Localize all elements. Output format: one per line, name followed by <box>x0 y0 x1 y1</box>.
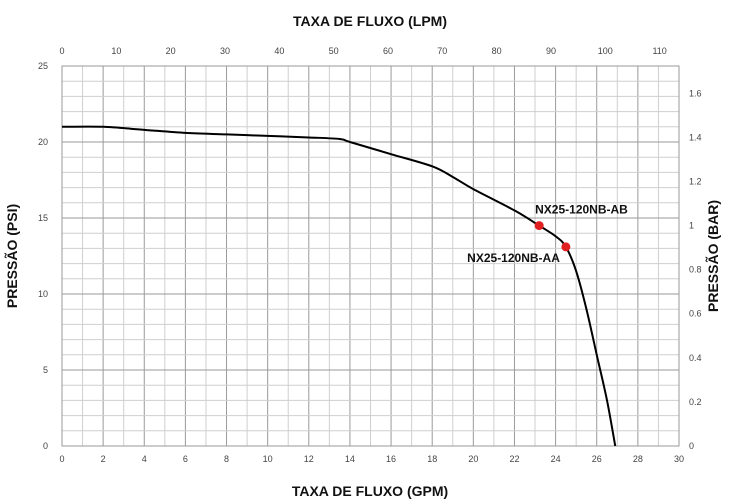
bar-tick-label: 0.2 <box>689 397 702 407</box>
psi-tick-label: 25 <box>38 61 48 71</box>
lpm-tick-label: 90 <box>546 46 556 56</box>
gpm-tick-label: 8 <box>224 454 229 464</box>
gpm-tick-label: 14 <box>345 454 355 464</box>
gpm-tick-label: 20 <box>468 454 478 464</box>
lpm-tick-label: 0 <box>59 46 64 56</box>
lpm-tick-label: 80 <box>492 46 502 56</box>
left-axis-title: PRESSÃO (PSI) <box>3 204 20 308</box>
psi-tick-label: 5 <box>43 365 48 375</box>
gpm-tick-label: 22 <box>509 454 519 464</box>
grid <box>62 66 679 446</box>
bar-tick-label: 1 <box>689 221 694 231</box>
gpm-tick-label: 10 <box>263 454 273 464</box>
psi-tick-label: 15 <box>38 213 48 223</box>
gpm-tick-label: 30 <box>674 454 684 464</box>
bar-tick-label: 0 <box>689 441 694 451</box>
gpm-tick-label: 24 <box>551 454 561 464</box>
bar-tick-label: 1.6 <box>689 88 702 98</box>
gpm-tick-label: 6 <box>183 454 188 464</box>
lpm-tick-label: 10 <box>111 46 121 56</box>
lpm-tick-label: 30 <box>220 46 230 56</box>
bar-tick-label: 0.4 <box>689 353 702 363</box>
lpm-tick-label: 60 <box>383 46 393 56</box>
gpm-tick-label: 0 <box>59 454 64 464</box>
operating-point-label: NX25-120NB-AA <box>467 251 560 265</box>
bottom-axis-title: TAXA DE FLUXO (GPM) <box>292 483 448 499</box>
operating-point <box>534 221 544 231</box>
lpm-tick-label: 70 <box>437 46 447 56</box>
lpm-tick-label: 100 <box>598 46 613 56</box>
top-axis-title: TAXA DE FLUXO (LPM) <box>293 13 447 29</box>
pressure-flow-curve <box>61 125 617 447</box>
psi-tick-label: 10 <box>38 289 48 299</box>
gpm-tick-label: 18 <box>427 454 437 464</box>
right-axis-title: PRESSÃO (BAR) <box>704 200 721 312</box>
bar-tick-label: 1.2 <box>689 176 702 186</box>
lpm-tick-label: 50 <box>329 46 339 56</box>
plot-frame <box>61 65 680 447</box>
gpm-tick-label: 2 <box>101 454 106 464</box>
lpm-tick-label: 110 <box>652 46 666 56</box>
operating-point <box>561 242 571 252</box>
gpm-tick-label: 4 <box>142 454 147 464</box>
lpm-tick-label: 20 <box>166 46 176 56</box>
bar-tick-label: 1.4 <box>689 132 702 142</box>
lpm-tick-label: 40 <box>274 46 284 56</box>
gpm-tick-label: 28 <box>633 454 643 464</box>
gpm-tick-label: 16 <box>386 454 396 464</box>
operating-point-label: NX25-120NB-AB <box>535 203 628 217</box>
gpm-tick-label: 26 <box>592 454 602 464</box>
psi-tick-label: 0 <box>43 441 48 451</box>
gpm-tick-label: 12 <box>304 454 314 464</box>
bar-tick-label: 0.6 <box>689 309 702 319</box>
bar-tick-label: 0.8 <box>689 265 702 275</box>
psi-tick-label: 20 <box>38 137 48 147</box>
